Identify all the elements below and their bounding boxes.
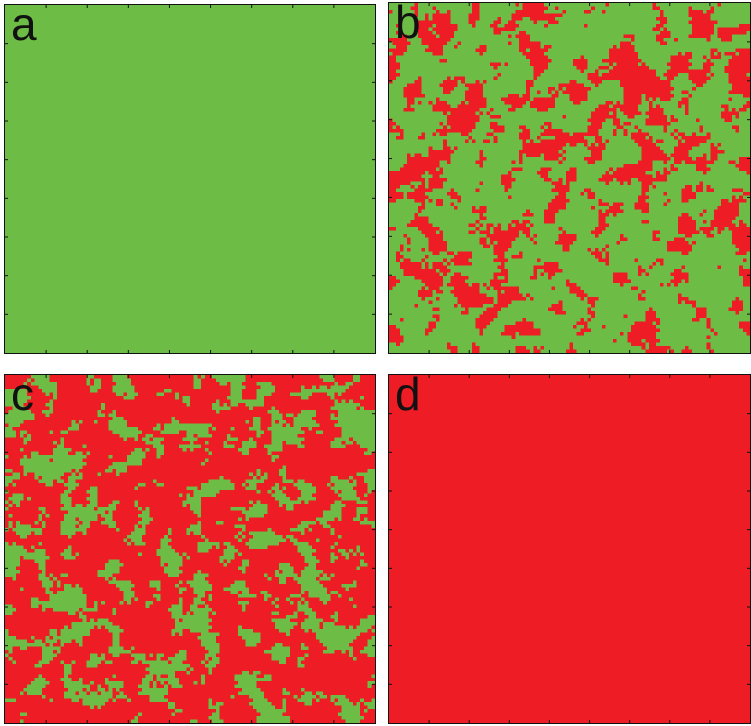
lattice-grid-d: [389, 375, 750, 723]
panel-label-c: c: [11, 374, 34, 420]
lattice-grid-c: [5, 375, 375, 723]
lattice-grid-a: [5, 5, 375, 353]
panel-label-a: a: [11, 4, 37, 50]
panel-label-b: b: [395, 2, 421, 48]
panel-label-d: d: [395, 374, 421, 420]
lattice-panel-b: b: [388, 2, 751, 354]
lattice-panel-c: c: [4, 374, 376, 724]
lattice-panel-a: a: [4, 4, 376, 354]
lattice-panel-d: d: [388, 374, 751, 724]
lattice-grid-b: [389, 3, 750, 353]
